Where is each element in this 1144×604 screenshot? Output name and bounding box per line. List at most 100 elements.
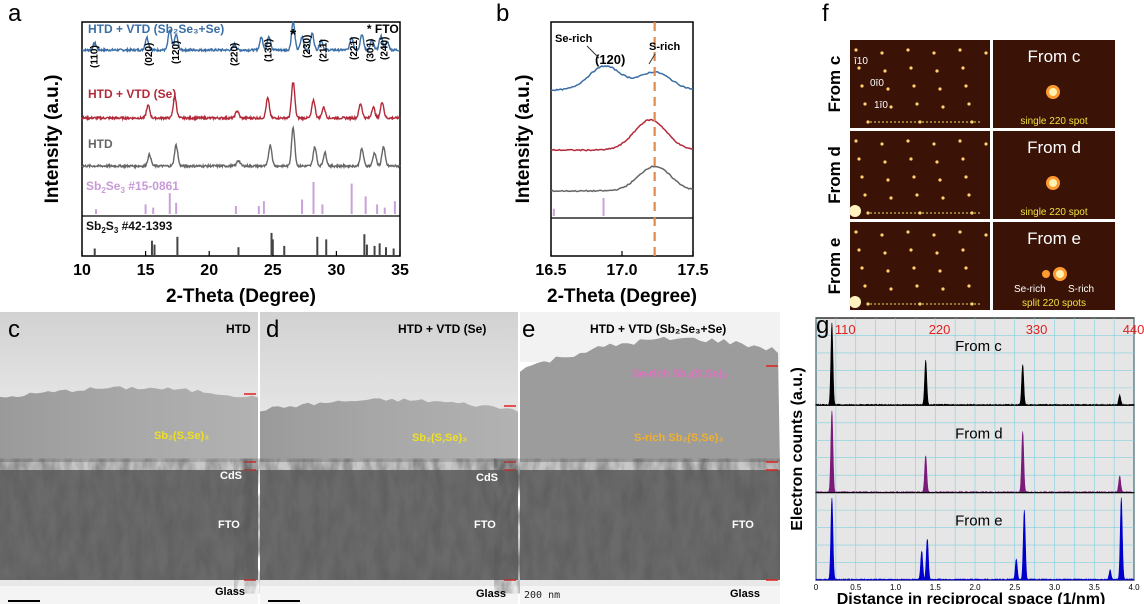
xrd-zoom-series-line <box>550 118 693 152</box>
x-axis-label-a: 2-Theta (Degree) <box>166 286 316 307</box>
annotation-arrow <box>648 53 656 65</box>
annotation-arrow <box>586 45 600 59</box>
peak-label-a: (220) <box>229 43 240 66</box>
panel-letter-d: d <box>266 316 280 343</box>
inset-spot-core <box>1049 88 1057 96</box>
x-tick-label-b: 17.5 <box>677 262 708 279</box>
tem-panel <box>260 312 518 604</box>
x-tick-label-g: 0.5 <box>850 583 862 592</box>
diffraction-spot <box>863 284 867 288</box>
diffraction-spot <box>857 66 861 70</box>
diffraction-spot <box>935 160 939 164</box>
diffraction-spot <box>880 233 884 237</box>
x-tick-label-a: 35 <box>391 262 409 279</box>
diffraction-spot <box>912 84 916 88</box>
y-axis-label-b: Intensity (a.u.) <box>513 75 534 204</box>
diffraction-spot <box>935 69 939 73</box>
series-label-g: From d <box>955 425 1003 442</box>
tem-e-se-rich-label: Se-rich Sb₂(S,Se)₃ <box>632 368 728 380</box>
x-tick-label-g: 1.5 <box>930 583 942 592</box>
tem-c-fto-label: FTO <box>218 519 240 531</box>
diffraction-spot <box>860 266 864 270</box>
tem-interface <box>520 580 780 586</box>
plot-frame-a <box>81 21 401 257</box>
inset-label: From d <box>1027 138 1081 157</box>
diffraction-spot <box>964 175 968 179</box>
diffraction-pattern <box>850 40 990 128</box>
tem-c-title: HTD <box>226 322 251 336</box>
diffraction-spot <box>967 284 971 288</box>
tem-cds-layer <box>0 462 258 470</box>
diffraction-spot <box>886 178 890 182</box>
diffraction-spot <box>883 160 887 164</box>
diffraction-spot <box>932 233 936 237</box>
panel-letter-g: g <box>816 312 830 339</box>
tem-glass-layer <box>0 586 258 604</box>
tem-fto-texture <box>260 470 518 582</box>
diffraction-inset <box>993 131 1115 219</box>
tem-absorber-layer <box>0 386 258 467</box>
diffraction-inset <box>993 222 1115 310</box>
pattern-side-label: From e <box>825 238 844 295</box>
tem-e-s-rich-label: S-rich Sb₂(S,Se)₃ <box>634 432 724 444</box>
x-axis-label-b: 2-Theta (Degree) <box>547 286 697 307</box>
diffraction-pattern <box>850 222 990 310</box>
peak-label-a: (130) <box>264 39 275 62</box>
x-tick-label-g: 3.0 <box>1049 583 1061 592</box>
diffraction-spot <box>935 251 939 255</box>
diffraction-spot <box>863 193 867 197</box>
diffraction-spot <box>889 105 893 109</box>
series-label: HTD + VTD (Sb₂Se₃+Se) <box>88 22 224 36</box>
tem-c-film-label: Sb₂(S,Se)₃ <box>154 430 210 442</box>
tem-fto-texture <box>0 470 258 582</box>
peak-label-a: (110) <box>89 45 100 68</box>
xrd-series-line <box>81 125 401 170</box>
diffraction-spot <box>889 287 893 291</box>
reference-label-s: Sb2S3 #42-1393 <box>86 219 173 235</box>
diffraction-spot <box>883 251 887 255</box>
bright-spot <box>849 296 861 308</box>
diffraction-spot <box>961 248 965 252</box>
panel-letter-a: a <box>8 0 22 27</box>
diffraction-spot <box>967 102 971 106</box>
diffraction-spot <box>866 302 870 306</box>
diffraction-spot <box>866 211 870 215</box>
diffraction-spot <box>909 157 913 161</box>
tem-glass-layer <box>520 586 780 604</box>
diffraction-spot <box>866 120 870 124</box>
peak-label-a: (120) <box>171 41 182 64</box>
series-label: HTD <box>88 137 113 151</box>
inset-caption: split 220 spots <box>1022 298 1086 309</box>
x-tick-label-g: 0 <box>814 583 819 592</box>
diffraction-spot <box>863 102 867 106</box>
x-tick-label-a: 10 <box>73 262 91 279</box>
x-tick-label-a: 25 <box>264 262 282 279</box>
fto-marker: * <box>290 27 297 44</box>
diffraction-spot <box>967 193 971 197</box>
xrd-series-line <box>81 82 401 122</box>
tem-d-cds-label: CdS <box>476 472 498 484</box>
peak-label-g: 110 <box>835 322 856 337</box>
tem-d-title: HTD + VTD (Se) <box>398 322 487 336</box>
xrd-zoom-series-line <box>550 65 694 92</box>
diffraction-spot <box>961 66 965 70</box>
tem-absorber-layer <box>520 336 780 467</box>
peak-label-a: (240) <box>379 37 390 60</box>
x-tick-label-a: 15 <box>137 262 155 279</box>
peak-label-g: 330 <box>1026 322 1048 337</box>
diffraction-panel-f: From c From c single 220 spot From d From d s… <box>820 40 1140 310</box>
diffraction-spot <box>883 69 887 73</box>
tem-interface <box>260 580 518 586</box>
tem-d-glass-label: Glass <box>476 588 506 600</box>
inset-spot-core <box>1056 270 1064 278</box>
diffraction-spot <box>854 230 858 234</box>
series-label-g: From c <box>955 338 1002 355</box>
tem-interface <box>0 580 258 586</box>
peak-label-a: (301) <box>365 39 376 62</box>
diffraction-patterns: From c From c single 220 spot From d From d s… <box>825 40 1115 310</box>
tem-c-glass-label: Glass <box>215 586 245 598</box>
diffraction-spot <box>860 175 864 179</box>
inset-se-rich-label: Se-rich <box>1014 284 1046 295</box>
xrd-chart-a: 10 15 20 25 30 35 2-Theta (Degree) Intensity (a… <box>42 21 409 307</box>
tem-cds-layer <box>520 462 780 470</box>
